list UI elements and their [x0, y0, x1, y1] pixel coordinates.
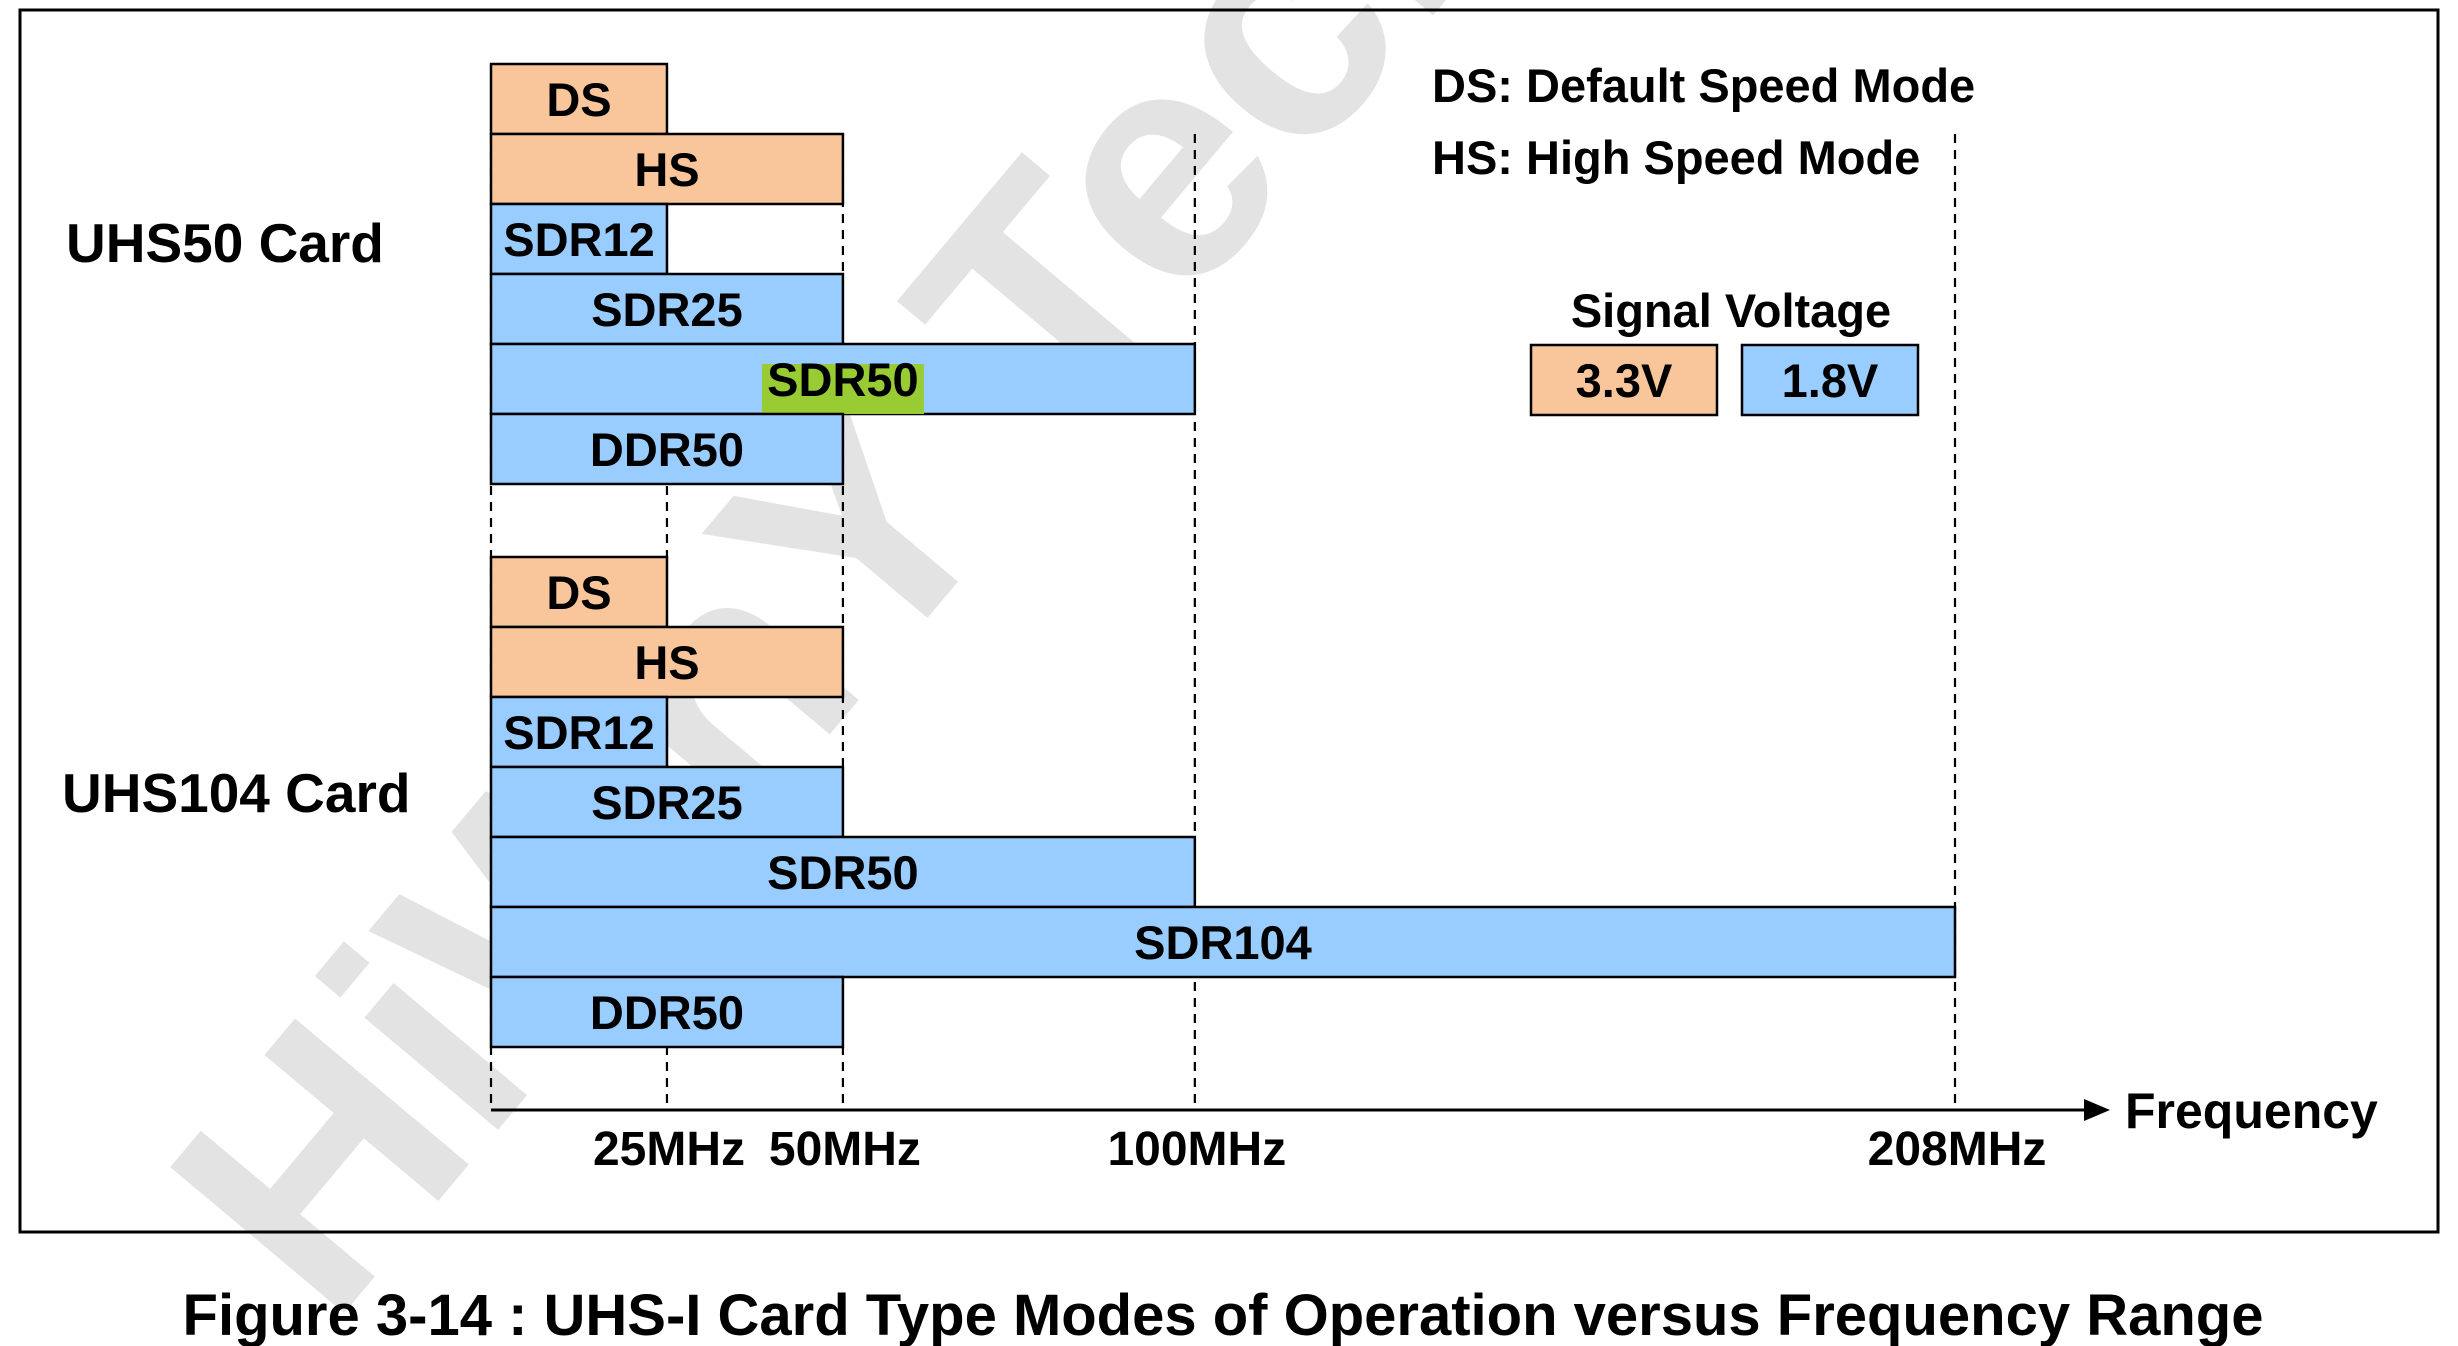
- legend-hs-definition: HS: High Speed Mode: [1432, 131, 1920, 184]
- uhs104-card-mode-hs: HS: [489, 625, 845, 699]
- frequency-tick-labels: 25MHz 50MHz 100MHz 208MHz: [593, 1123, 2046, 1176]
- uhs50-card-sdr25-bar: [489, 272, 845, 346]
- figure-frame: [18, 8, 2440, 1234]
- legend-ds-definition: DS: Default Speed Mode: [1432, 59, 1975, 112]
- legend-1v8-swatch: [1740, 343, 1920, 417]
- uhs104-card-sdr50-label: SDR50: [767, 846, 919, 899]
- uhs104-card-sdr25-bar: [489, 765, 845, 839]
- uhs104-card-ds-bar: [489, 555, 669, 629]
- uhs104-card-sdr104-bar: [489, 905, 1957, 979]
- uhs50-card-mode-sdr12: SDR12: [489, 202, 669, 276]
- uhs50-card-sdr25-label: SDR25: [591, 283, 743, 336]
- uhs104-card-mode-sdr104: SDR104: [489, 905, 1957, 979]
- uhs104-card-mode-sdr50: SDR50: [489, 835, 1197, 909]
- uhs50-card-sdr50-highlight: [761, 364, 924, 414]
- uhs104-card-mode-ddr50: DDR50: [489, 975, 845, 1049]
- uhs50-card-mode-ds: DS: [489, 62, 669, 136]
- signal-voltage-title: Signal Voltage: [1571, 284, 1891, 337]
- figure-caption: Figure 3-14 : UHS-I Card Type Modes of O…: [183, 1283, 2264, 1346]
- uhs50-card-sdr12-label: SDR12: [503, 213, 655, 266]
- legend-3v3-label: 3.3V: [1576, 354, 1673, 407]
- uhs104-card-sdr104-label: SDR104: [1134, 916, 1312, 969]
- tick-label-25mhz: 25MHz: [593, 1123, 745, 1176]
- uhs104-card-hs-label: HS: [634, 636, 699, 689]
- legend-1v8-label: 1.8V: [1782, 354, 1879, 407]
- uhs50-card-mode-ddr50: DDR50: [489, 412, 845, 486]
- uhs104-card-sdr12-bar: [489, 695, 669, 769]
- uhs104-card-ds-label: DS: [546, 566, 611, 619]
- tick-label-50mhz: 50MHz: [769, 1123, 921, 1176]
- mode-bars: DS HS SDR12 SDR25 SDR50 DDR50 DS HS SDR12 SDR25 SD…: [489, 62, 1957, 1049]
- uhs50-card-ddr50-bar: [489, 412, 845, 486]
- tick-label-208mhz: 208MHz: [1868, 1123, 2047, 1176]
- uhs104-card-mode-ds: DS: [489, 555, 669, 629]
- uhs104-card-sdr50-bar: [489, 835, 1197, 909]
- uhs50-card-hs-label: HS: [634, 143, 699, 196]
- uhs104-card-mode-sdr25: SDR25: [489, 765, 845, 839]
- uhs50-card-sdr12-bar: [489, 202, 669, 276]
- uhs50-card-ds-bar: [489, 62, 669, 136]
- uhs104-card-ddr50-bar: [489, 975, 845, 1049]
- frequency-axis-arrowhead: [2084, 1099, 2110, 1121]
- tick-label-100mhz: 100MHz: [1107, 1123, 1286, 1176]
- legend-3v3-swatch: [1529, 343, 1719, 417]
- frequency-axis-label: Frequency: [2125, 1083, 2378, 1139]
- uhs50-card-mode-hs: HS: [489, 132, 845, 206]
- uhs50-card-hs-bar: [489, 132, 845, 206]
- uhs50-card-mode-sdr50: SDR50: [489, 342, 1197, 416]
- uhs50-card-sdr50-label: SDR50: [767, 353, 919, 406]
- uhs104-card-ddr50-label: DDR50: [590, 986, 744, 1039]
- uhs104-card-mode-sdr12: SDR12: [489, 695, 669, 769]
- uhs104-card-sdr25-label: SDR25: [591, 776, 743, 829]
- uhs50-card-ds-label: DS: [546, 73, 611, 126]
- uhs50-card-ddr50-label: DDR50: [590, 423, 744, 476]
- uhs104-card-label: UHS104 Card: [62, 762, 410, 824]
- uhs104-card-hs-bar: [489, 625, 845, 699]
- uhs104-card-sdr12-label: SDR12: [503, 706, 655, 759]
- uhs50-card-label: UHS50 Card: [66, 212, 384, 274]
- uhs50-card-mode-sdr25: SDR25: [489, 272, 845, 346]
